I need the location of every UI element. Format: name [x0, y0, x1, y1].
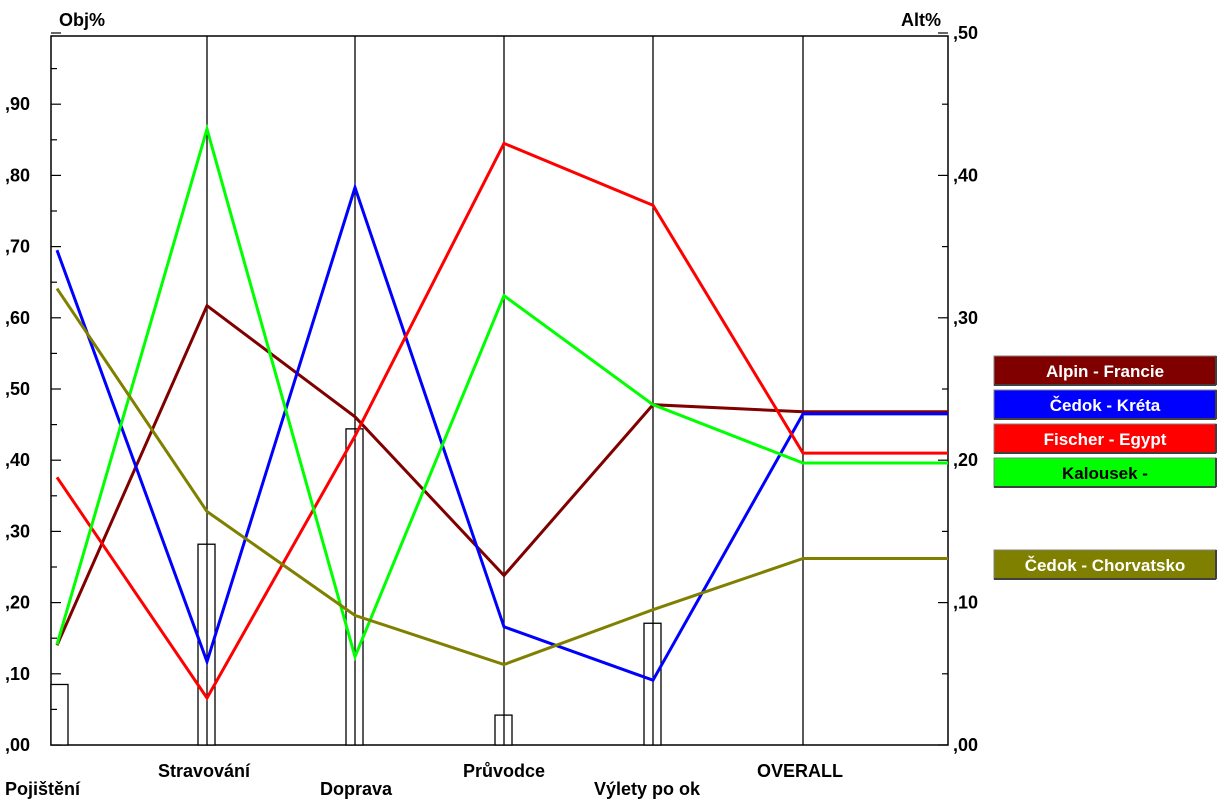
right-tick-label: ,20: [953, 450, 978, 470]
legend-swatch: [993, 355, 1217, 386]
category-labels: Pojištění Stravování Doprava Průvodce Výlety…: [5, 761, 843, 799]
right-tick-label: ,30: [953, 308, 978, 328]
left-tick-label: ,40: [5, 450, 30, 470]
legend-label: Čedok - Chorvatsko: [1025, 556, 1186, 575]
series-line: [55, 141, 948, 701]
legend: Alpin - Francie Čedok - Kréta Fischer - Eg…: [993, 355, 1217, 580]
legend-swatch: [993, 423, 1217, 454]
left-tick-label: ,10: [5, 664, 30, 684]
category-label: Doprava: [320, 779, 393, 799]
left-tick-label: ,00: [5, 735, 30, 755]
legend-label: Alpin - Francie: [1046, 362, 1164, 381]
series-line: [55, 182, 948, 683]
legend-item[interactable]: Čedok - Chorvatsko: [993, 549, 1217, 580]
left-axis: ,00 ,10 ,20 ,30 ,40 ,50 ,60 ,70 ,80 ,90: [5, 32, 61, 755]
legend-swatch: [993, 549, 1217, 580]
left-tick-label: ,30: [5, 521, 30, 541]
legend-swatch: [993, 457, 1217, 488]
right-tick-label: ,00: [953, 735, 978, 755]
legend-label: Kalousek -: [1062, 464, 1148, 483]
right-tick-label: ,50: [953, 23, 978, 43]
legend-item[interactable]: Fischer - Egypt: [993, 423, 1217, 454]
legend-item[interactable]: Alpin - Francie: [993, 355, 1217, 386]
left-tick-label: ,50: [5, 379, 30, 399]
category-label: OVERALL: [757, 761, 843, 781]
legend-label: Čedok - Kréta: [1050, 396, 1161, 415]
category-label: Pojištění: [5, 779, 81, 799]
left-tick-label: ,90: [5, 94, 30, 114]
left-tick-label: ,80: [5, 165, 30, 185]
legend-item[interactable]: Kalousek -: [993, 457, 1217, 488]
series-line: [55, 123, 948, 662]
left-tick-label: ,70: [5, 237, 30, 257]
left-axis-title: Obj%: [59, 10, 105, 30]
legend-label: Fischer - Egypt: [1044, 430, 1167, 449]
left-tick-label: ,20: [5, 593, 30, 613]
right-axis: ,00 ,10 ,20 ,30 ,40 ,50: [938, 23, 978, 755]
objective-weight-bars: [50, 428, 662, 746]
series-line: [55, 287, 948, 667]
right-tick-label: ,40: [953, 165, 978, 185]
left-tick-label: ,60: [5, 308, 30, 328]
category-label: Průvodce: [463, 761, 545, 781]
objective-weight-bar: [50, 683, 69, 746]
legend-swatch: [993, 389, 1217, 420]
category-label: Stravování: [158, 761, 251, 781]
plot-frame: [50, 35, 949, 746]
right-axis-title: Alt%: [901, 10, 941, 30]
series-line: [55, 303, 948, 646]
series-lines: [55, 123, 948, 701]
right-tick-label: ,10: [953, 593, 978, 613]
category-label: Výlety po ok: [594, 779, 701, 799]
legend-item[interactable]: Čedok - Kréta: [993, 389, 1217, 420]
